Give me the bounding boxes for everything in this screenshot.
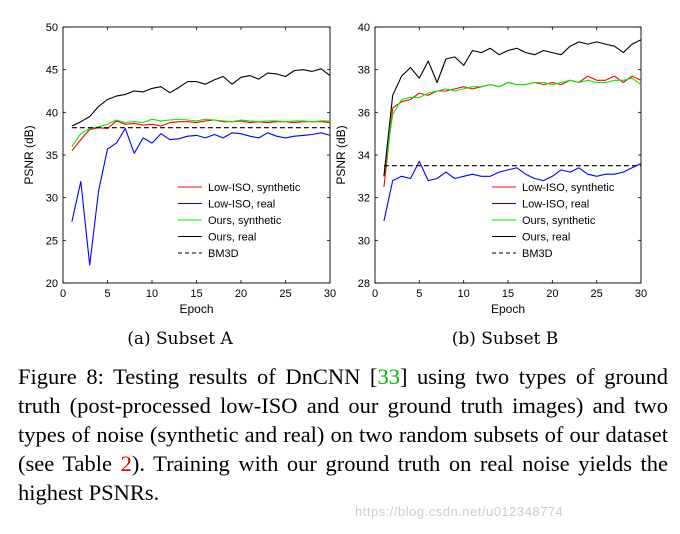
legend-label-a-1: Low-ISO, real <box>208 199 275 211</box>
legend-label-a-3: Ours, real <box>208 232 256 244</box>
series-line-a-2 <box>71 118 330 147</box>
series-line-a-1 <box>71 127 331 266</box>
legend-label-a-2: Ours, synthetic <box>208 215 282 227</box>
y-tick-label-b: 40 <box>358 22 370 34</box>
x-tick-label-a: 5 <box>104 288 110 300</box>
x-tick-label-a: 20 <box>235 288 247 300</box>
axes-box-b <box>374 26 642 284</box>
x-tick-label-a: 10 <box>146 288 158 300</box>
legend-label-b-1: Low-ISO, real <box>522 199 589 211</box>
y-tick-label-a: 25 <box>46 235 58 247</box>
y-tick-label-b: 30 <box>358 235 370 247</box>
legend-b: Low-ISO, synthetic Low-ISO, real Ours, syn… <box>492 182 615 260</box>
legend-label-b-3: Ours, real <box>522 232 570 244</box>
caption-ref-link[interactable]: 33 <box>377 364 400 389</box>
y-tick-label-b: 32 <box>358 193 370 205</box>
caption-suffix: ). Training with our ground truth on rea… <box>18 451 669 505</box>
y-tick-label-b: 36 <box>358 107 370 119</box>
series-line-b-1 <box>383 160 642 222</box>
series-line-b-2 <box>383 77 642 177</box>
legend-a: Low-ISO, synthetic Low-ISO, real Ours, syn… <box>178 182 301 260</box>
series-line-a-3 <box>71 68 331 127</box>
x-tick-label-b: 0 <box>372 288 378 300</box>
legend-label-a-4: BM3D <box>208 248 239 260</box>
x-tick-label-a: 15 <box>190 288 202 300</box>
y-tick-label-a: 50 <box>46 22 58 34</box>
x-tick-label-b: 15 <box>502 288 514 300</box>
watermark: https://blog.csdn.net/u012348774 <box>355 504 564 519</box>
x-axis-label-b: Epoch <box>491 302 525 316</box>
y-axis-label-b: PSNR (dB) <box>334 125 348 184</box>
legend-label-a-0: Low-ISO, synthetic <box>208 182 301 194</box>
y-tick-label-a: 30 <box>46 193 58 205</box>
x-tick-label-b: 5 <box>416 288 422 300</box>
y-tick-label-a: 40 <box>46 107 58 119</box>
legend-label-b-0: Low-ISO, synthetic <box>522 182 615 194</box>
subtitle-b: (b) Subset B <box>452 329 559 349</box>
x-tick-label-a: 25 <box>279 288 291 300</box>
y-tick-label-a: 35 <box>46 150 58 162</box>
y-tick-label-b: 38 <box>358 65 370 77</box>
x-tick-label-a: 30 <box>324 288 336 300</box>
figure-caption: Figure 8: Testing results of DnCNN [33] … <box>18 362 668 507</box>
y-tick-label-b: 34 <box>358 150 370 162</box>
x-tick-label-a: 0 <box>60 288 66 300</box>
caption-prefix: Figure 8: Testing results of DnCNN [ <box>18 364 378 389</box>
series-line-b-3 <box>383 39 642 177</box>
caption-table-link[interactable]: 2 <box>120 451 132 476</box>
x-tick-label-b: 30 <box>635 288 647 300</box>
plot-area-a: 0 5 10 15 20 25 30 20 25 30 35 40 45 50 Epoch PSNR (dB)… <box>22 22 336 316</box>
x-axis-label-a: Epoch <box>179 302 213 316</box>
x-tick-label-b: 10 <box>458 288 470 300</box>
y-tick-label-b: 28 <box>358 278 370 290</box>
y-tick-label-a: 20 <box>46 278 58 290</box>
caption-middle: ] using two types of ground truth (post-… <box>18 364 668 476</box>
plot-area-b: 0 5 10 15 20 25 30 28 30 32 34 36 38 40 Epoch PSNR (dB)… <box>334 22 647 316</box>
x-tick-label-b: 20 <box>546 288 558 300</box>
chart-subset-a: 0 5 10 15 20 25 30 20 25 30 35 40 45 50 Epoch PSNR (dB)… <box>22 22 336 349</box>
legend-label-b-2: Ours, synthetic <box>522 215 596 227</box>
y-tick-label-a: 45 <box>46 65 58 77</box>
legend-label-b-4: BM3D <box>522 248 553 260</box>
x-tick-label-b: 25 <box>591 288 603 300</box>
y-axis-label-a: PSNR (dB) <box>22 125 36 184</box>
subtitle-a: (a) Subset A <box>127 329 233 349</box>
chart-subset-b: 0 5 10 15 20 25 30 28 30 32 34 36 38 40 Epoch PSNR (dB)… <box>334 22 647 349</box>
axes-box-a <box>62 26 331 284</box>
